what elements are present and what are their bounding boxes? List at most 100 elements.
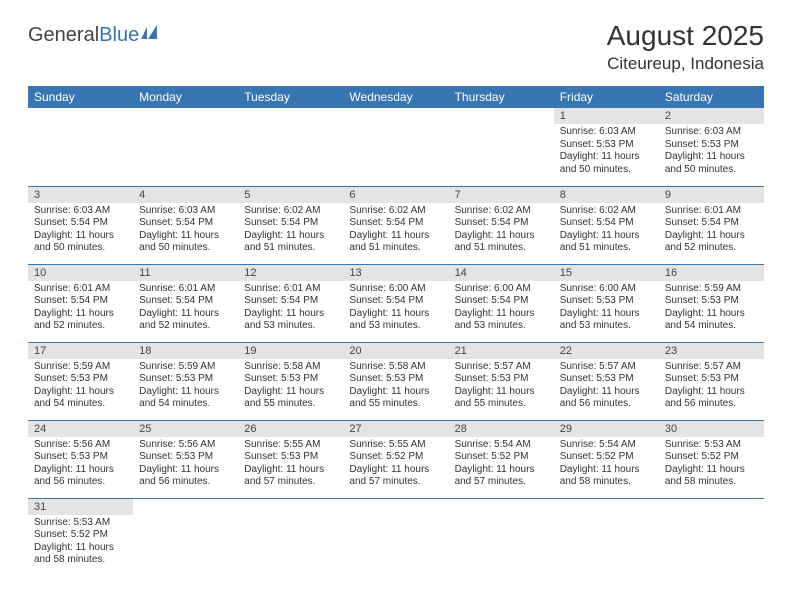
calendar-cell: 16Sunrise: 5:59 AMSunset: 5:53 PMDayligh… bbox=[659, 264, 764, 342]
day-detail: Sunrise: 5:57 AMSunset: 5:53 PMDaylight:… bbox=[659, 359, 764, 415]
sunset-text: Sunset: 5:52 PM bbox=[665, 451, 758, 464]
day-number: 30 bbox=[659, 421, 764, 437]
calendar-cell: 20Sunrise: 5:58 AMSunset: 5:53 PMDayligh… bbox=[343, 342, 448, 420]
sunrise-text: Sunrise: 6:01 AM bbox=[244, 283, 337, 296]
sunset-text: Sunset: 5:54 PM bbox=[349, 217, 442, 230]
calendar-cell: 30Sunrise: 5:53 AMSunset: 5:52 PMDayligh… bbox=[659, 420, 764, 498]
calendar-week-row: 24Sunrise: 5:56 AMSunset: 5:53 PMDayligh… bbox=[28, 420, 764, 498]
calendar-cell: 6Sunrise: 6:02 AMSunset: 5:54 PMDaylight… bbox=[343, 186, 448, 264]
calendar-cell: 17Sunrise: 5:59 AMSunset: 5:53 PMDayligh… bbox=[28, 342, 133, 420]
day-detail: Sunrise: 5:53 AMSunset: 5:52 PMDaylight:… bbox=[28, 515, 133, 571]
day-detail: Sunrise: 6:00 AMSunset: 5:53 PMDaylight:… bbox=[554, 281, 659, 337]
day-detail: Sunrise: 6:03 AMSunset: 5:54 PMDaylight:… bbox=[133, 203, 238, 259]
daylight-text: Daylight: 11 hours and 55 minutes. bbox=[455, 386, 548, 411]
sunset-text: Sunset: 5:52 PM bbox=[349, 451, 442, 464]
sunset-text: Sunset: 5:52 PM bbox=[34, 529, 127, 542]
sunrise-text: Sunrise: 5:55 AM bbox=[349, 439, 442, 452]
sunrise-text: Sunrise: 6:03 AM bbox=[139, 205, 232, 218]
weekday-header: Wednesday bbox=[343, 86, 448, 108]
sunset-text: Sunset: 5:53 PM bbox=[244, 373, 337, 386]
day-detail: Sunrise: 6:01 AMSunset: 5:54 PMDaylight:… bbox=[28, 281, 133, 337]
day-detail: Sunrise: 5:56 AMSunset: 5:53 PMDaylight:… bbox=[28, 437, 133, 493]
sunrise-text: Sunrise: 5:58 AM bbox=[349, 361, 442, 374]
day-detail: Sunrise: 5:59 AMSunset: 5:53 PMDaylight:… bbox=[28, 359, 133, 415]
day-number: 1 bbox=[554, 108, 659, 124]
sunset-text: Sunset: 5:53 PM bbox=[560, 139, 653, 152]
day-number: 13 bbox=[343, 265, 448, 281]
sunset-text: Sunset: 5:53 PM bbox=[665, 295, 758, 308]
sunset-text: Sunset: 5:52 PM bbox=[560, 451, 653, 464]
sunrise-text: Sunrise: 5:53 AM bbox=[34, 517, 127, 530]
calendar-cell bbox=[659, 498, 764, 576]
sunset-text: Sunset: 5:54 PM bbox=[455, 217, 548, 230]
sunset-text: Sunset: 5:54 PM bbox=[34, 295, 127, 308]
sunrise-text: Sunrise: 5:56 AM bbox=[139, 439, 232, 452]
calendar-cell bbox=[449, 108, 554, 186]
calendar-cell: 25Sunrise: 5:56 AMSunset: 5:53 PMDayligh… bbox=[133, 420, 238, 498]
daylight-text: Daylight: 11 hours and 58 minutes. bbox=[560, 464, 653, 489]
sunset-text: Sunset: 5:53 PM bbox=[139, 373, 232, 386]
day-detail: Sunrise: 6:02 AMSunset: 5:54 PMDaylight:… bbox=[238, 203, 343, 259]
day-detail: Sunrise: 6:03 AMSunset: 5:54 PMDaylight:… bbox=[28, 203, 133, 259]
weekday-header: Sunday bbox=[28, 86, 133, 108]
sunrise-text: Sunrise: 5:56 AM bbox=[34, 439, 127, 452]
calendar-cell: 24Sunrise: 5:56 AMSunset: 5:53 PMDayligh… bbox=[28, 420, 133, 498]
calendar-cell: 8Sunrise: 6:02 AMSunset: 5:54 PMDaylight… bbox=[554, 186, 659, 264]
flag-icon bbox=[141, 25, 163, 46]
sunrise-text: Sunrise: 6:01 AM bbox=[665, 205, 758, 218]
calendar-cell: 1Sunrise: 6:03 AMSunset: 5:53 PMDaylight… bbox=[554, 108, 659, 186]
calendar-cell: 14Sunrise: 6:00 AMSunset: 5:54 PMDayligh… bbox=[449, 264, 554, 342]
daylight-text: Daylight: 11 hours and 56 minutes. bbox=[139, 464, 232, 489]
sunrise-text: Sunrise: 6:00 AM bbox=[560, 283, 653, 296]
sunrise-text: Sunrise: 6:02 AM bbox=[560, 205, 653, 218]
day-number: 10 bbox=[28, 265, 133, 281]
day-detail: Sunrise: 5:58 AMSunset: 5:53 PMDaylight:… bbox=[343, 359, 448, 415]
calendar-cell: 23Sunrise: 5:57 AMSunset: 5:53 PMDayligh… bbox=[659, 342, 764, 420]
day-detail: Sunrise: 6:02 AMSunset: 5:54 PMDaylight:… bbox=[449, 203, 554, 259]
day-detail: Sunrise: 6:01 AMSunset: 5:54 PMDaylight:… bbox=[659, 203, 764, 259]
sunset-text: Sunset: 5:53 PM bbox=[560, 373, 653, 386]
day-number: 28 bbox=[449, 421, 554, 437]
day-detail: Sunrise: 5:59 AMSunset: 5:53 PMDaylight:… bbox=[659, 281, 764, 337]
day-number: 17 bbox=[28, 343, 133, 359]
sunrise-text: Sunrise: 5:59 AM bbox=[34, 361, 127, 374]
day-detail: Sunrise: 5:53 AMSunset: 5:52 PMDaylight:… bbox=[659, 437, 764, 493]
weekday-header: Tuesday bbox=[238, 86, 343, 108]
calendar-table: Sunday Monday Tuesday Wednesday Thursday… bbox=[28, 86, 764, 576]
sunset-text: Sunset: 5:54 PM bbox=[349, 295, 442, 308]
sunrise-text: Sunrise: 5:59 AM bbox=[665, 283, 758, 296]
day-detail: Sunrise: 5:58 AMSunset: 5:53 PMDaylight:… bbox=[238, 359, 343, 415]
day-detail: Sunrise: 6:02 AMSunset: 5:54 PMDaylight:… bbox=[554, 203, 659, 259]
daylight-text: Daylight: 11 hours and 54 minutes. bbox=[34, 386, 127, 411]
logo-text-general: General bbox=[28, 24, 99, 47]
day-number: 23 bbox=[659, 343, 764, 359]
calendar-cell bbox=[133, 498, 238, 576]
day-number: 25 bbox=[133, 421, 238, 437]
calendar-cell bbox=[343, 498, 448, 576]
sunset-text: Sunset: 5:54 PM bbox=[139, 295, 232, 308]
calendar-cell: 31Sunrise: 5:53 AMSunset: 5:52 PMDayligh… bbox=[28, 498, 133, 576]
daylight-text: Daylight: 11 hours and 56 minutes. bbox=[665, 386, 758, 411]
day-number: 4 bbox=[133, 187, 238, 203]
day-detail: Sunrise: 6:01 AMSunset: 5:54 PMDaylight:… bbox=[238, 281, 343, 337]
daylight-text: Daylight: 11 hours and 51 minutes. bbox=[244, 230, 337, 255]
day-detail: Sunrise: 6:03 AMSunset: 5:53 PMDaylight:… bbox=[659, 124, 764, 180]
day-detail: Sunrise: 6:02 AMSunset: 5:54 PMDaylight:… bbox=[343, 203, 448, 259]
daylight-text: Daylight: 11 hours and 53 minutes. bbox=[349, 308, 442, 333]
sunset-text: Sunset: 5:53 PM bbox=[665, 373, 758, 386]
day-detail: Sunrise: 5:54 AMSunset: 5:52 PMDaylight:… bbox=[449, 437, 554, 493]
day-number: 26 bbox=[238, 421, 343, 437]
sunrise-text: Sunrise: 5:55 AM bbox=[244, 439, 337, 452]
sunrise-text: Sunrise: 6:03 AM bbox=[34, 205, 127, 218]
calendar-cell: 9Sunrise: 6:01 AMSunset: 5:54 PMDaylight… bbox=[659, 186, 764, 264]
daylight-text: Daylight: 11 hours and 50 minutes. bbox=[34, 230, 127, 255]
daylight-text: Daylight: 11 hours and 50 minutes. bbox=[139, 230, 232, 255]
day-number: 11 bbox=[133, 265, 238, 281]
calendar-cell bbox=[133, 108, 238, 186]
day-number: 16 bbox=[659, 265, 764, 281]
sunset-text: Sunset: 5:54 PM bbox=[244, 217, 337, 230]
daylight-text: Daylight: 11 hours and 54 minutes. bbox=[665, 308, 758, 333]
day-detail: Sunrise: 5:55 AMSunset: 5:53 PMDaylight:… bbox=[238, 437, 343, 493]
sunset-text: Sunset: 5:53 PM bbox=[34, 451, 127, 464]
daylight-text: Daylight: 11 hours and 55 minutes. bbox=[349, 386, 442, 411]
